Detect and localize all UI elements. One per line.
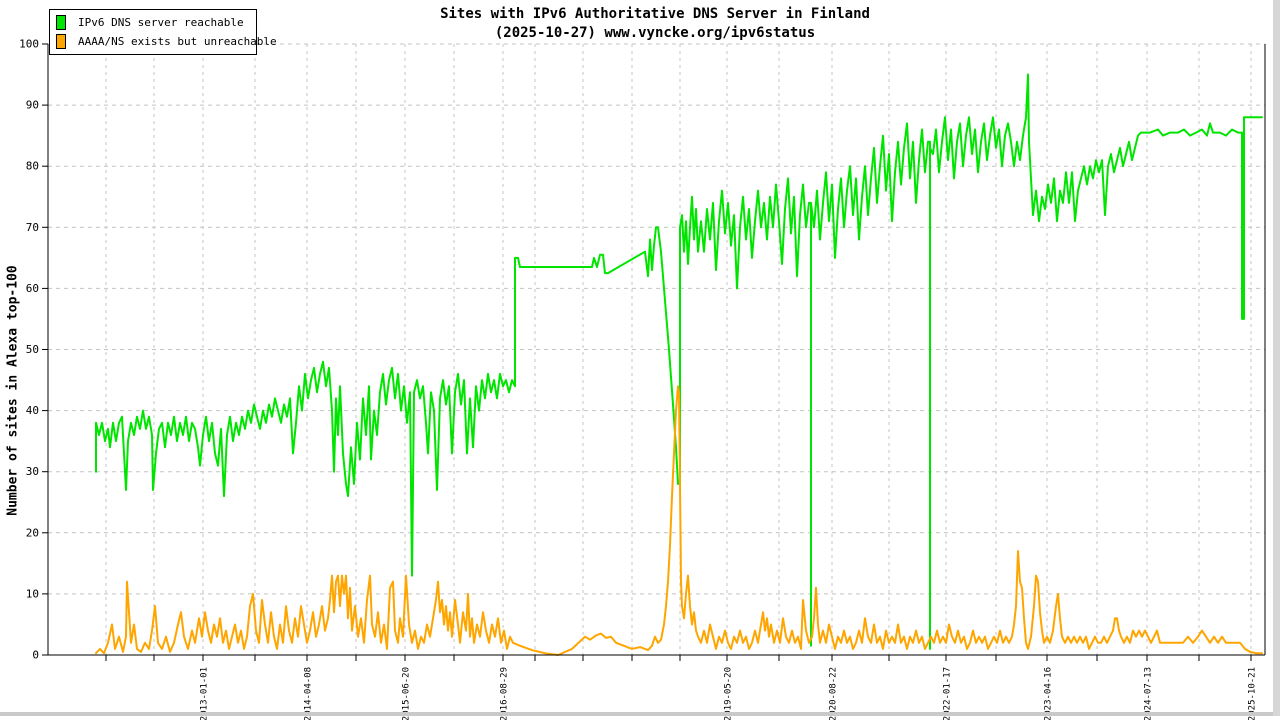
- x-tick-label: 2013-01-01: [200, 667, 210, 720]
- green-legend-swatch-icon: [56, 15, 66, 30]
- y-tick-label: 50: [26, 343, 39, 356]
- y-tick-label: 0: [32, 649, 39, 662]
- y-tick-label: 100: [19, 38, 39, 51]
- x-tick-label: 2015-06-20: [402, 667, 412, 720]
- legend-label-unreachable: AAAA/NS exists but unreachable: [78, 35, 277, 48]
- y-tick-label: 60: [26, 282, 39, 295]
- gridlines: [48, 43, 1265, 655]
- y-tick-label: 20: [26, 526, 39, 539]
- chart-title: Sites with IPv6 Authoritative DNS Server…: [440, 6, 870, 22]
- x-tick-label: 2014-04-08: [304, 667, 314, 720]
- window-bottom-edge: [0, 712, 1280, 716]
- x-tick-label: 2025-10-21: [1248, 667, 1258, 720]
- chart-title-block: Sites with IPv6 Authoritative DNS Server…: [30, 5, 1280, 43]
- x-tick-label: 2016-08-29: [500, 667, 510, 720]
- legend-row-unreachable: AAAA/NS exists but unreachable: [56, 32, 277, 51]
- y-tick-label: 30: [26, 465, 39, 478]
- x-tick-label: 2024-07-13: [1144, 667, 1154, 720]
- y-tick-label: 10: [26, 587, 39, 600]
- series-aaaa-unreachable-line: [95, 385, 1263, 656]
- x-tick-label: 2022-01-17: [943, 667, 953, 720]
- axes: 0 10 20 30 40 50 60 70 80 90 100 2013-01-01 2014-04-…: [19, 38, 1266, 720]
- window-right-edge: [1273, 0, 1280, 716]
- orange-legend-swatch-icon: [56, 34, 66, 49]
- x-tick-label: 2023-04-16: [1044, 667, 1054, 720]
- y-tick-label: 80: [26, 160, 39, 173]
- x-tick-label: 2020-08-22: [829, 667, 839, 720]
- x-tick-label: 2019-05-20: [724, 667, 734, 720]
- legend-box: IPv6 DNS server reachable AAAA/NS exists…: [49, 9, 277, 55]
- y-tick-label: 40: [26, 404, 39, 417]
- series-lines: [95, 73, 1263, 656]
- y-tick-label: 90: [26, 99, 39, 112]
- chart-subtitle: (2025-10-27) www.vyncke.org/ipv6status: [494, 25, 816, 41]
- y-tick-label: 70: [26, 221, 39, 234]
- legend-row-reachable: IPv6 DNS server reachable: [56, 13, 250, 32]
- legend-label-reachable: IPv6 DNS server reachable: [78, 16, 244, 29]
- series-ipv6-reachable-line: [95, 73, 1263, 650]
